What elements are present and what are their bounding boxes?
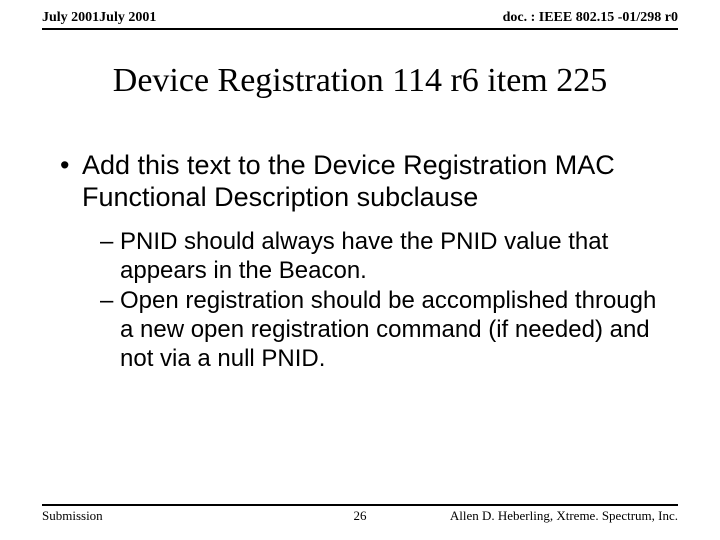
footer-left-label: Submission <box>42 508 103 524</box>
slide-title: Device Registration 114 r6 item 225 <box>0 62 720 100</box>
header-bar: July 2001July 2001 doc. : IEEE 802.15 -0… <box>42 10 678 30</box>
footer-bar: Submission 26 Allen D. Heberling, Xtreme… <box>42 504 678 524</box>
footer-page-number: 26 <box>354 508 367 524</box>
bullet-level1: Add this text to the Device Registration… <box>60 150 670 214</box>
slide: July 2001July 2001 doc. : IEEE 802.15 -0… <box>0 0 720 540</box>
sub-bullet-group: PNID should always have the PNID value t… <box>60 228 670 374</box>
header-doc-id: doc. : IEEE 802.15 -01/298 r0 <box>503 10 678 26</box>
slide-body: Add this text to the Device Registration… <box>60 150 670 376</box>
bullet-level2: Open registration should be accomplished… <box>100 287 670 373</box>
header-date: July 2001July 2001 <box>42 10 156 26</box>
bullet-level2: PNID should always have the PNID value t… <box>100 228 670 286</box>
footer-author: Allen D. Heberling, Xtreme. Spectrum, In… <box>450 508 678 524</box>
